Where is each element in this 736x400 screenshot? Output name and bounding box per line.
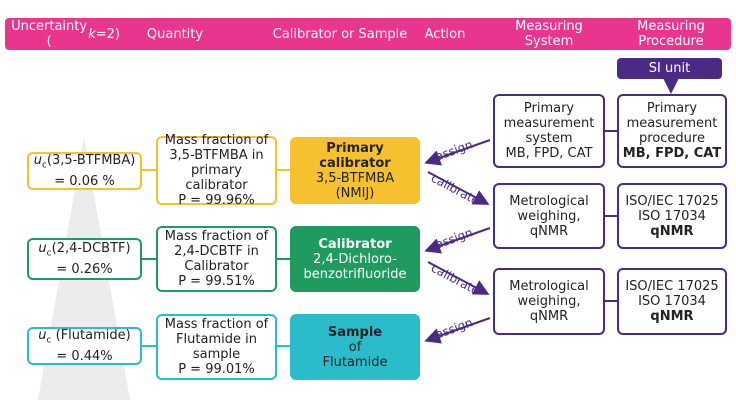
uncertainty-box: uc(3,5-BTFMBA) = 0.06 % xyxy=(27,152,142,190)
si-unit-box: SI unit xyxy=(617,58,722,79)
header-quantity: Quantity xyxy=(146,26,204,42)
header-procedure: Measuring Procedure xyxy=(637,19,705,49)
calibrator-box: Sample of Flutamide xyxy=(290,314,420,380)
header-uncertainty: Uncertainty (k =2) xyxy=(11,19,120,49)
header-bar xyxy=(5,18,731,50)
measuring-procedure-box: ISO/IEC 17025 ISO 17034 qNMR xyxy=(617,268,727,335)
measuring-system-box: Primary measurement system MB, FPD, CAT xyxy=(493,94,605,168)
assign-arrow xyxy=(424,227,491,254)
measuring-procedure-box: Primary measurement procedure MB, FPD, CAT xyxy=(617,94,727,168)
quantity-box: Mass fraction of 2,4-DCBTF in Calibrator P … xyxy=(156,226,277,292)
calibrate-arrow xyxy=(427,261,490,295)
quantity-box: Mass fraction of Flutamide in sample P = 99… xyxy=(156,314,277,380)
quantity-box: Mass fraction of 3,5-BTFMBA in primary cal… xyxy=(156,133,277,208)
measuring-procedure-box: ISO/IEC 17025 ISO 17034 qNMR xyxy=(617,183,727,249)
assign-arrow xyxy=(424,317,491,344)
header-system: Measuring System xyxy=(515,19,583,49)
uncertainty-box: uc (Flutamide) = 0.44% xyxy=(27,327,142,365)
calibrate-arrow xyxy=(427,171,490,205)
uncertainty-box: uc(2,4-DCBTF) = 0.26% xyxy=(27,238,142,280)
assign-arrow xyxy=(424,139,491,166)
measuring-system-box: Metrological weighing, qNMR xyxy=(493,183,605,249)
calibrator-box: Calibrator 2,4-Dichloro-benzotrifluoride xyxy=(290,226,420,292)
calibrator-box: Primary calibrator 3,5-BTFMBA (NMIJ) xyxy=(290,137,420,204)
header-action: Action xyxy=(424,26,466,42)
measuring-system-box: Metrological weighing, qNMR xyxy=(493,268,605,335)
header-calibrator: Calibrator or Sample xyxy=(272,26,408,42)
